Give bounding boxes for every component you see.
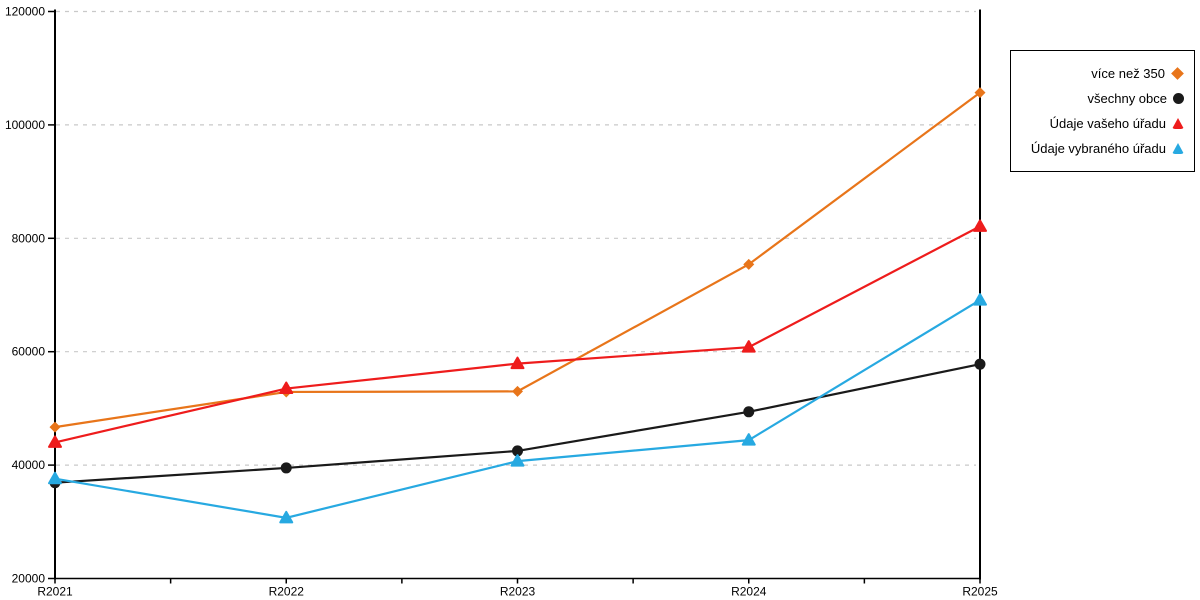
circle-marker-icon	[1173, 93, 1184, 104]
legend: více než 350 všechny obce Údaje vašeho ú…	[1010, 50, 1195, 172]
svg-text:40000: 40000	[12, 458, 46, 472]
svg-text:100000: 100000	[5, 118, 45, 132]
legend-label: více než 350	[1091, 66, 1165, 81]
legend-label: všechny obce	[1087, 91, 1168, 106]
legend-label: Údaje vašeho úřadu	[1049, 116, 1166, 131]
triangle-marker-icon	[1172, 118, 1184, 129]
legend-item: Údaje vybraného úřadu	[1017, 141, 1184, 156]
svg-text:60000: 60000	[12, 345, 46, 359]
svg-text:R2022: R2022	[269, 585, 305, 599]
svg-text:R2023: R2023	[500, 585, 536, 599]
svg-text:80000: 80000	[12, 231, 46, 245]
legend-item: více než 350	[1017, 66, 1184, 81]
legend-label: Údaje vybraného úřadu	[1030, 141, 1166, 156]
svg-text:20000: 20000	[12, 572, 46, 586]
legend-item: Údaje vašeho úřadu	[1017, 116, 1184, 131]
svg-text:120000: 120000	[5, 5, 45, 19]
svg-text:R2025: R2025	[962, 585, 998, 599]
legend-item: všechny obce	[1017, 91, 1184, 106]
triangle-marker-icon	[1172, 143, 1184, 154]
svg-text:R2021: R2021	[37, 585, 73, 599]
diamond-marker-icon	[1171, 67, 1184, 80]
svg-text:R2024: R2024	[731, 585, 767, 599]
